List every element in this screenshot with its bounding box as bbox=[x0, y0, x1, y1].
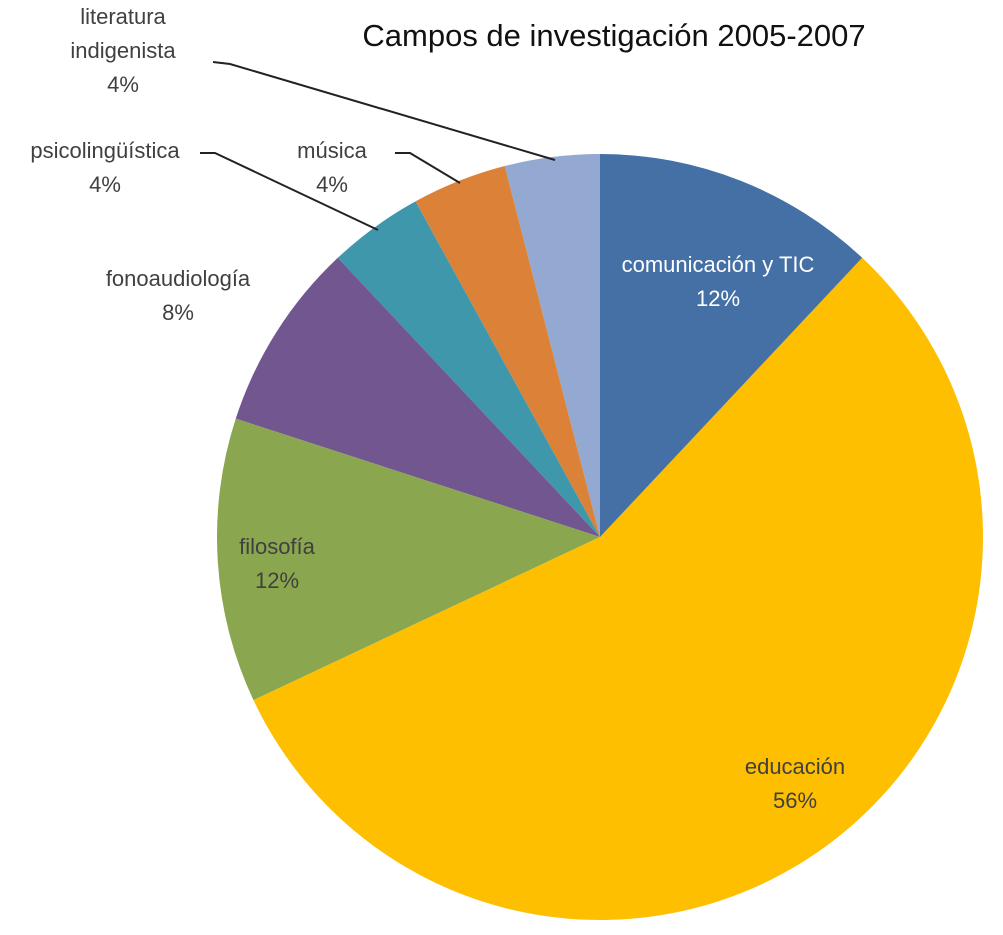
value-label: 8% bbox=[162, 300, 194, 325]
value-label: 4% bbox=[89, 172, 121, 197]
category-label: psicolingüística bbox=[30, 138, 180, 163]
category-label: literatura indigenista bbox=[70, 4, 176, 63]
category-label: música bbox=[297, 138, 367, 163]
slice-label: música 4% bbox=[262, 134, 402, 202]
value-label: 56% bbox=[772, 788, 818, 813]
value-label: 4% bbox=[107, 72, 139, 97]
value-label: 4% bbox=[316, 172, 348, 197]
pie-slice bbox=[504, 154, 600, 537]
category-label: fonoaudiología bbox=[105, 266, 251, 291]
pie-slice bbox=[415, 166, 600, 537]
pie-slice bbox=[235, 257, 600, 537]
pie-slice bbox=[600, 154, 863, 537]
category-label: educación bbox=[744, 754, 846, 779]
pie-slice bbox=[253, 257, 983, 920]
category-label: filosofía bbox=[239, 534, 315, 559]
slice-label: fonoaudiología 8% bbox=[68, 262, 288, 330]
pie-slice bbox=[217, 418, 601, 701]
value-label: 12% bbox=[695, 286, 741, 311]
slice-label: educación 56% bbox=[695, 750, 895, 818]
category-label: comunicación y TIC bbox=[621, 252, 815, 277]
slice-label: literatura indigenista 4% bbox=[58, 0, 188, 102]
pie-slice bbox=[337, 201, 600, 537]
chart-title: Campos de investigación 2005-2007 bbox=[362, 18, 866, 53]
leader-line bbox=[395, 152, 461, 184]
value-label: 12% bbox=[254, 568, 300, 593]
slice-label: psicolingüística 4% bbox=[0, 134, 210, 202]
leader-line bbox=[212, 61, 556, 161]
slice-label: comunicación y TIC 12% bbox=[618, 248, 818, 316]
leader-line bbox=[200, 152, 379, 231]
slice-label: filosofía 12% bbox=[197, 530, 357, 598]
